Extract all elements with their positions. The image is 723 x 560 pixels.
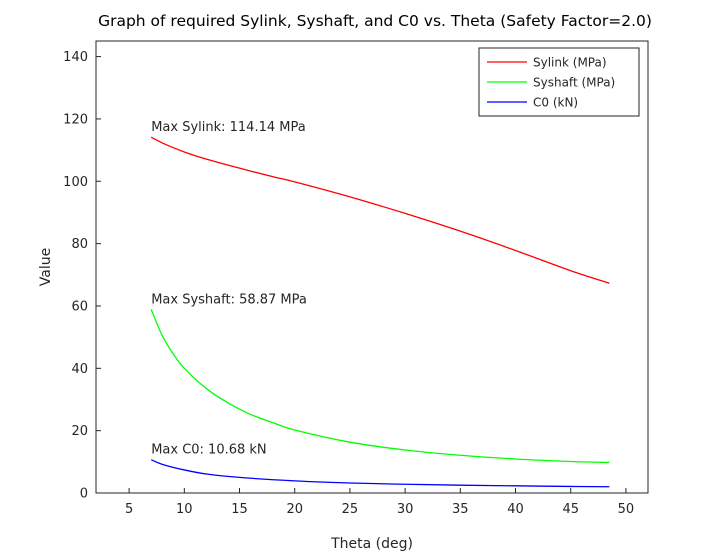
- y-tick-label: 40: [71, 362, 88, 377]
- y-axis-label: Value: [38, 248, 54, 286]
- max-annotation: Max Sylink: 114.14 MPa: [151, 120, 306, 135]
- y-axis-ticks: 0 20 40 60 80 100 120 140: [63, 50, 101, 502]
- y-tick-label: 80: [71, 237, 88, 252]
- x-axis-ticks: 5 10 15 20 25 30 35 40 45 50: [125, 488, 634, 517]
- x-tick-label: 20: [286, 502, 303, 517]
- legend-label: Syshaft (MPa): [533, 76, 615, 90]
- y-tick-label: 100: [63, 175, 88, 190]
- x-tick-label: 45: [562, 502, 579, 517]
- x-tick-label: 35: [452, 502, 469, 517]
- series-line-sylink: [150, 136, 610, 284]
- chart-title: Graph of required Sylink, Syshaft, and C…: [98, 12, 652, 30]
- annotation-layer: Max Sylink: 114.14 MPa Max Syshaft: 58.87…: [151, 120, 307, 458]
- x-tick-label: 40: [507, 502, 524, 517]
- max-annotation: Max Syshaft: 58.87 MPa: [151, 292, 307, 307]
- x-tick-label: 25: [342, 502, 359, 517]
- x-tick-label: 50: [618, 502, 635, 517]
- y-tick-label: 140: [63, 50, 88, 65]
- series-line-syshaft: [150, 309, 610, 464]
- plot-frame: [95, 40, 649, 494]
- series-layer: [150, 136, 610, 488]
- legend-label: Sylink (MPa): [533, 56, 607, 70]
- x-tick-label: 5: [125, 502, 133, 517]
- y-tick-label: 60: [71, 299, 88, 314]
- x-tick-label: 15: [231, 502, 248, 517]
- max-annotation: Max C0: 10.68 kN: [151, 443, 266, 458]
- y-tick-label: 0: [80, 487, 88, 502]
- x-tick-label: 30: [397, 502, 414, 517]
- series-line-c0: [150, 459, 610, 488]
- x-tick-label: 10: [176, 502, 193, 517]
- y-tick-label: 20: [71, 424, 88, 439]
- legend: Sylink (MPa) Syshaft (MPa) C0 (kN): [478, 47, 640, 117]
- x-axis-label: Theta (deg): [330, 536, 413, 552]
- legend-label: C0 (kN): [533, 96, 578, 110]
- y-tick-label: 120: [63, 112, 88, 127]
